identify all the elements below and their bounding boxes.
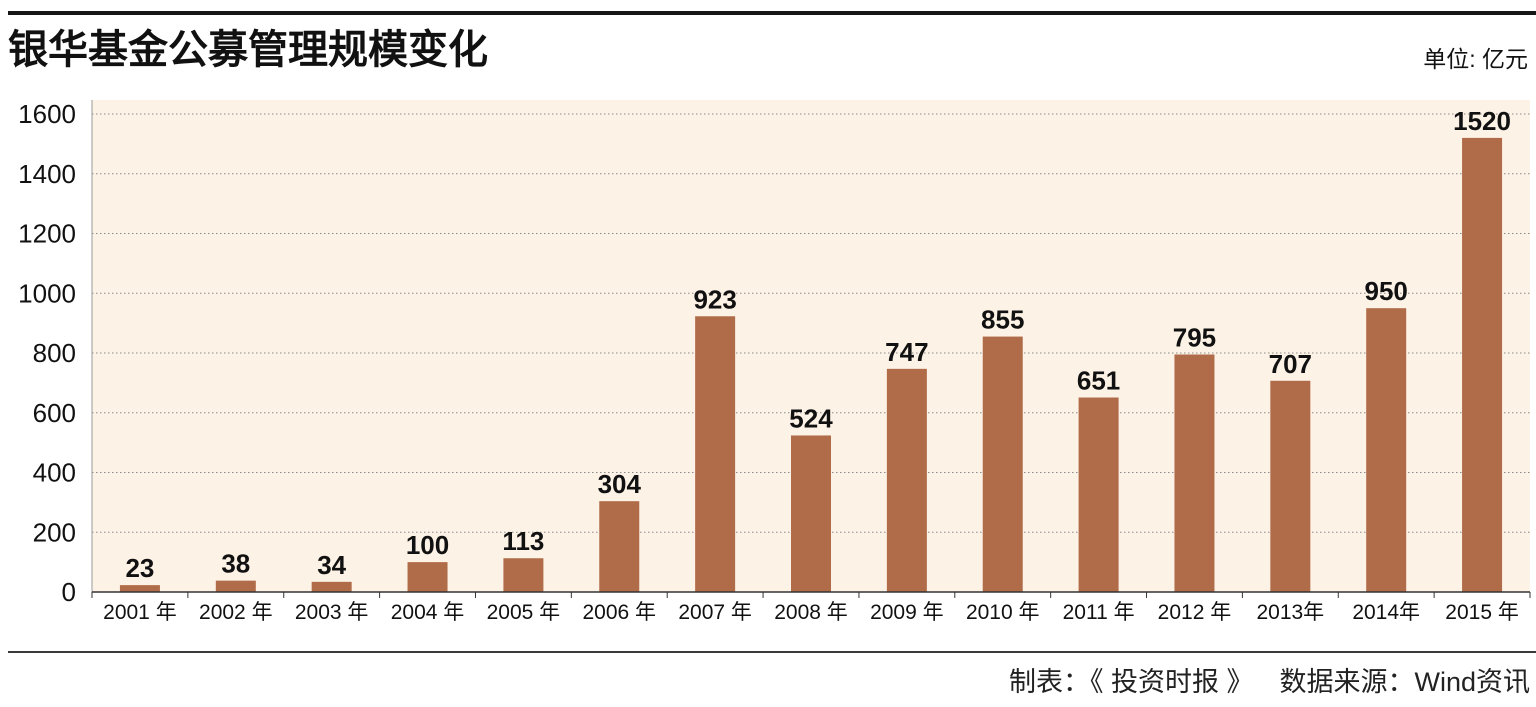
x-tick-label-2014: 2014年 [1352,601,1420,624]
x-tick-label-2012: 2012 年 [1158,601,1232,624]
bar-2001 [119,585,160,592]
unit-label: 单位: 亿元 [1423,46,1528,72]
bar-2006 [599,501,640,592]
bar-2009 [886,368,927,592]
x-tick-label-2005: 2005 年 [487,601,561,624]
x-tick-label-2001: 2001 年 [103,601,177,624]
credit-maker: 制表：《 投资时报 》 [1008,667,1254,697]
x-tick-label-2007: 2007 年 [678,601,752,624]
bar-2008 [791,435,831,592]
bar-value-label-2002: 38 [221,549,250,579]
x-tick-label-2004: 2004 年 [391,601,465,624]
x-tick-label-2008: 2008 年 [774,601,848,624]
x-tick-label-2003: 2003 年 [295,601,369,624]
top-rule [8,11,1536,15]
bar-value-label-2008: 524 [789,403,833,433]
bar-2013 [1270,380,1311,592]
bar-2004 [407,562,448,592]
bar-value-label-2004: 100 [406,530,449,560]
x-tick-label-2013: 2013年 [1256,601,1324,624]
bar-2012 [1174,354,1215,592]
bar-value-label-2010: 855 [981,305,1024,335]
y-tick-label: 1400 [18,159,76,189]
bar-value-label-2015: 1520 [1453,106,1511,136]
bar-2002 [215,580,256,592]
chart-title: 银华基金公募管理规模变化 [8,28,488,72]
bar-2014 [1366,308,1407,592]
y-tick-label: 600 [33,398,76,428]
x-tick-label-2010: 2010 年 [966,601,1040,624]
bar-value-label-2003: 34 [317,550,346,580]
bar-2005 [503,558,544,592]
footer-credit: 制表：《 投资时报 》数据来源：Wind资讯 [1009,665,1530,699]
bar-2010 [982,336,1023,592]
bar-value-label-2013: 707 [1269,349,1312,379]
footer-rule [8,651,1536,653]
y-tick-label: 200 [33,517,76,547]
bar-value-label-2006: 304 [598,469,642,499]
bar-value-label-2001: 23 [125,553,154,583]
bar-value-label-2014: 950 [1365,276,1408,306]
bar-2015 [1462,137,1503,592]
x-tick-label-2009: 2009 年 [870,601,944,624]
bar-2003 [311,581,352,592]
bar-value-label-2009: 747 [885,337,928,367]
credit-source: 数据来源：Wind资讯 [1279,667,1530,697]
x-tick-label-2002: 2002 年 [199,601,273,624]
x-tick-label-2015: 2015 年 [1445,601,1519,624]
y-tick-label: 400 [33,458,76,488]
y-tick-label: 800 [33,338,76,368]
y-tick-label: 1000 [18,278,76,308]
y-tick-label: 0 [62,577,76,607]
x-tick-label-2011: 2011 年 [1063,601,1135,624]
x-tick-label-2006: 2006 年 [582,601,656,624]
bar-value-label-2007: 923 [693,284,736,314]
y-tick-label: 1600 [18,99,76,129]
bar-value-label-2012: 795 [1173,322,1216,352]
bar-2007 [695,316,736,592]
bar-value-label-2011: 651 [1077,366,1120,396]
bar-value-label-2005: 113 [502,526,544,556]
y-tick-label: 1200 [18,219,76,249]
bar-2011 [1078,397,1119,592]
